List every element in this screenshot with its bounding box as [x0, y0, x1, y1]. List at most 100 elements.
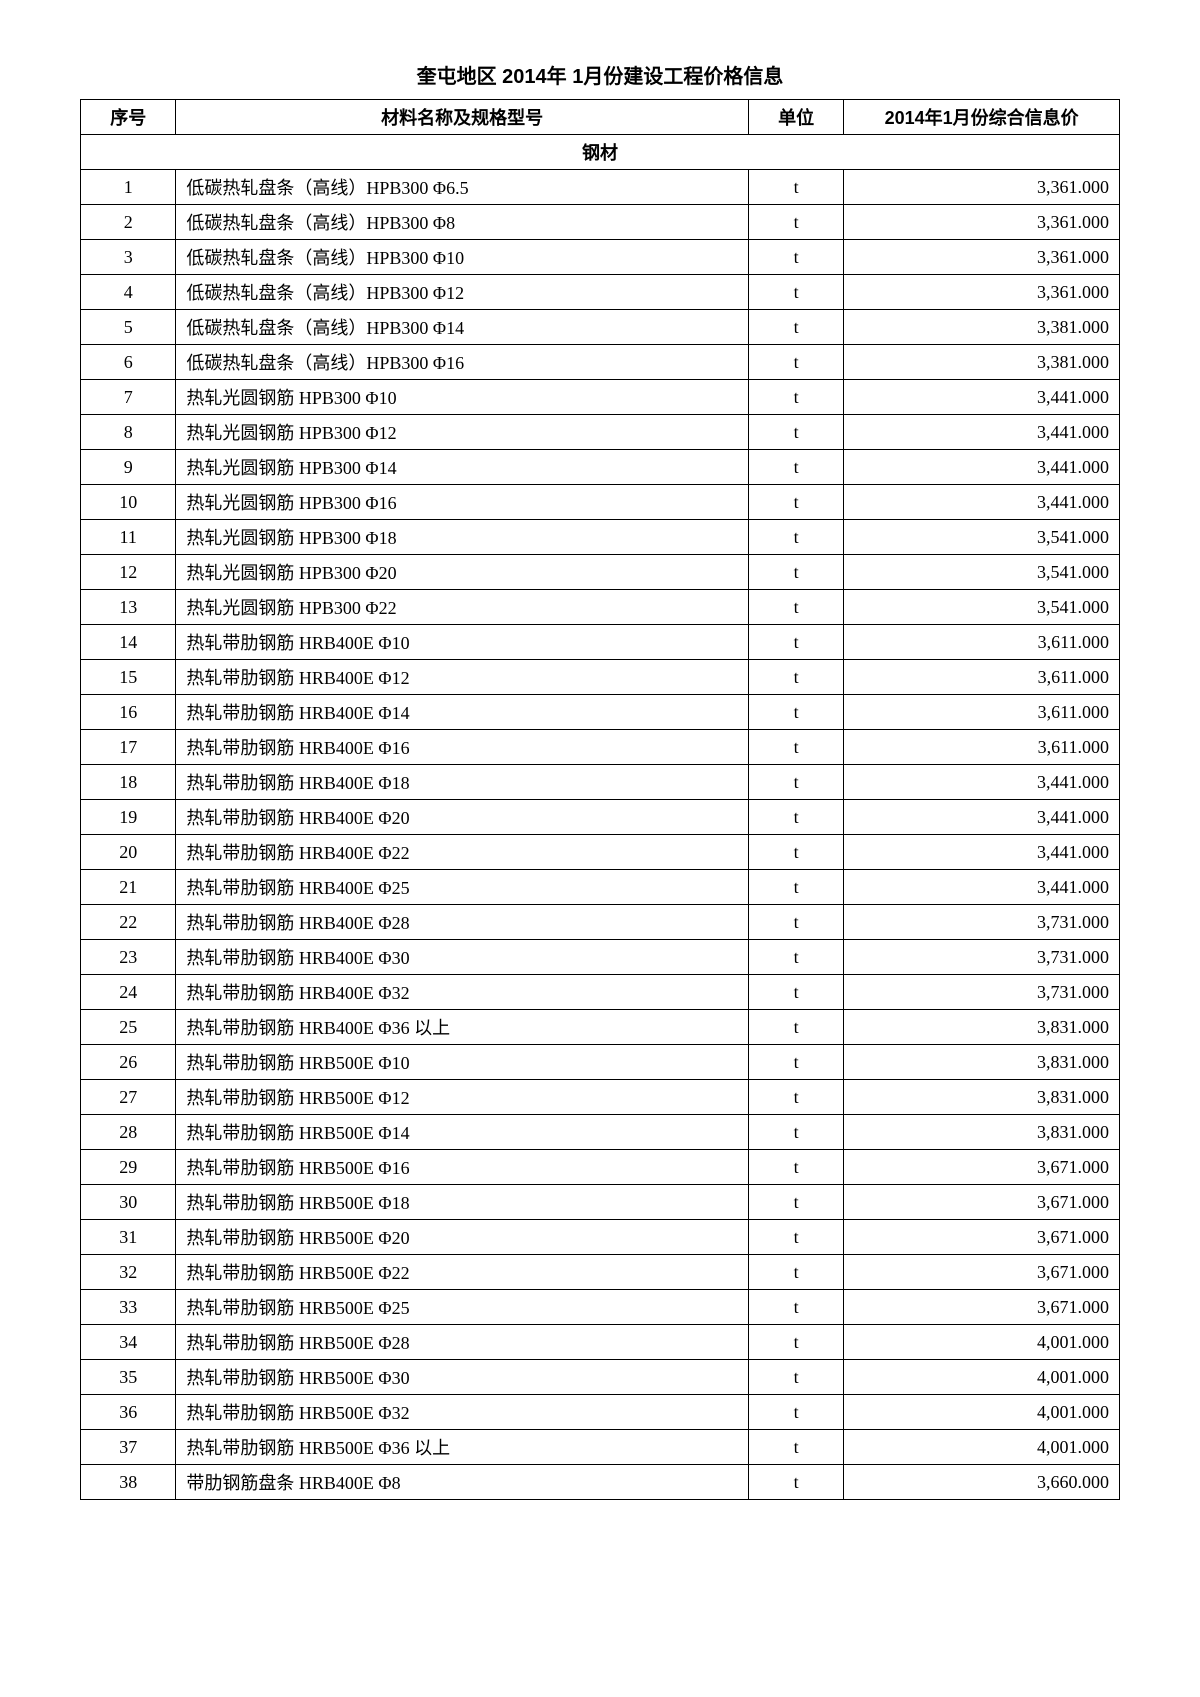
cell-seq: 8	[81, 415, 176, 450]
cell-seq: 6	[81, 345, 176, 380]
table-row: 13热轧光圆钢筋 HPB300 Φ22t3,541.000	[81, 590, 1120, 625]
cell-unit: t	[748, 835, 843, 870]
cell-unit: t	[748, 240, 843, 275]
cell-price: 3,731.000	[844, 975, 1120, 1010]
cell-seq: 23	[81, 940, 176, 975]
cell-seq: 24	[81, 975, 176, 1010]
table-header-row: 序号 材料名称及规格型号 单位 2014年1月份综合信息价	[81, 100, 1120, 135]
cell-seq: 9	[81, 450, 176, 485]
cell-unit: t	[748, 625, 843, 660]
table-row: 2低碳热轧盘条（高线）HPB300 Φ8t3,361.000	[81, 205, 1120, 240]
cell-name: 热轧带肋钢筋 HRB400E Φ32	[176, 975, 749, 1010]
cell-name: 热轧带肋钢筋 HRB500E Φ14	[176, 1115, 749, 1150]
cell-seq: 13	[81, 590, 176, 625]
cell-price: 3,441.000	[844, 415, 1120, 450]
table-row: 23热轧带肋钢筋 HRB400E Φ30t3,731.000	[81, 940, 1120, 975]
cell-unit: t	[748, 1045, 843, 1080]
cell-seq: 26	[81, 1045, 176, 1080]
section-label: 钢材	[81, 135, 1120, 170]
cell-name: 热轧光圆钢筋 HPB300 Φ20	[176, 555, 749, 590]
cell-name: 热轧带肋钢筋 HRB500E Φ20	[176, 1220, 749, 1255]
cell-seq: 33	[81, 1290, 176, 1325]
cell-price: 3,611.000	[844, 730, 1120, 765]
cell-unit: t	[748, 1115, 843, 1150]
cell-price: 3,441.000	[844, 835, 1120, 870]
cell-price: 3,441.000	[844, 800, 1120, 835]
cell-unit: t	[748, 205, 843, 240]
cell-unit: t	[748, 765, 843, 800]
cell-unit: t	[748, 975, 843, 1010]
table-row: 14热轧带肋钢筋 HRB400E Φ10t3,611.000	[81, 625, 1120, 660]
table-row: 25热轧带肋钢筋 HRB400E Φ36 以上t3,831.000	[81, 1010, 1120, 1045]
cell-price: 3,611.000	[844, 660, 1120, 695]
cell-seq: 22	[81, 905, 176, 940]
table-row: 37热轧带肋钢筋 HRB500E Φ36 以上t4,001.000	[81, 1430, 1120, 1465]
table-row: 18热轧带肋钢筋 HRB400E Φ18t3,441.000	[81, 765, 1120, 800]
cell-unit: t	[748, 1430, 843, 1465]
header-unit: 单位	[748, 100, 843, 135]
cell-unit: t	[748, 1465, 843, 1500]
cell-seq: 1	[81, 170, 176, 205]
table-row: 12热轧光圆钢筋 HPB300 Φ20t3,541.000	[81, 555, 1120, 590]
cell-seq: 11	[81, 520, 176, 555]
cell-seq: 20	[81, 835, 176, 870]
cell-name: 热轧带肋钢筋 HRB400E Φ10	[176, 625, 749, 660]
cell-name: 热轧带肋钢筋 HRB400E Φ14	[176, 695, 749, 730]
cell-unit: t	[748, 695, 843, 730]
price-table: 序号 材料名称及规格型号 单位 2014年1月份综合信息价 钢材 1低碳热轧盘条…	[80, 99, 1120, 1500]
cell-name: 热轧带肋钢筋 HRB500E Φ18	[176, 1185, 749, 1220]
cell-seq: 38	[81, 1465, 176, 1500]
cell-name: 热轧带肋钢筋 HRB500E Φ28	[176, 1325, 749, 1360]
cell-unit: t	[748, 940, 843, 975]
cell-price: 3,441.000	[844, 450, 1120, 485]
cell-price: 3,731.000	[844, 905, 1120, 940]
cell-price: 3,611.000	[844, 695, 1120, 730]
cell-price: 3,381.000	[844, 345, 1120, 380]
cell-unit: t	[748, 275, 843, 310]
cell-price: 3,671.000	[844, 1290, 1120, 1325]
cell-price: 3,671.000	[844, 1185, 1120, 1220]
table-row: 28热轧带肋钢筋 HRB500E Φ14t3,831.000	[81, 1115, 1120, 1150]
table-row: 26热轧带肋钢筋 HRB500E Φ10t3,831.000	[81, 1045, 1120, 1080]
cell-name: 热轧带肋钢筋 HRB400E Φ22	[176, 835, 749, 870]
cell-name: 低碳热轧盘条（高线）HPB300 Φ14	[176, 310, 749, 345]
cell-seq: 7	[81, 380, 176, 415]
table-row: 5低碳热轧盘条（高线）HPB300 Φ14t3,381.000	[81, 310, 1120, 345]
cell-seq: 12	[81, 555, 176, 590]
cell-name: 热轧带肋钢筋 HRB500E Φ16	[176, 1150, 749, 1185]
header-seq: 序号	[81, 100, 176, 135]
cell-name: 热轧带肋钢筋 HRB500E Φ32	[176, 1395, 749, 1430]
cell-name: 带肋钢筋盘条 HRB400E Φ8	[176, 1465, 749, 1500]
cell-name: 低碳热轧盘条（高线）HPB300 Φ6.5	[176, 170, 749, 205]
cell-seq: 34	[81, 1325, 176, 1360]
cell-seq: 18	[81, 765, 176, 800]
cell-price: 3,671.000	[844, 1220, 1120, 1255]
cell-price: 3,731.000	[844, 940, 1120, 975]
table-row: 15热轧带肋钢筋 HRB400E Φ12t3,611.000	[81, 660, 1120, 695]
cell-unit: t	[748, 1395, 843, 1430]
cell-price: 4,001.000	[844, 1395, 1120, 1430]
cell-price: 3,671.000	[844, 1150, 1120, 1185]
cell-seq: 35	[81, 1360, 176, 1395]
table-row: 19热轧带肋钢筋 HRB400E Φ20t3,441.000	[81, 800, 1120, 835]
cell-seq: 27	[81, 1080, 176, 1115]
cell-unit: t	[748, 1080, 843, 1115]
cell-name: 热轧带肋钢筋 HRB400E Φ30	[176, 940, 749, 975]
table-row: 9热轧光圆钢筋 HPB300 Φ14t3,441.000	[81, 450, 1120, 485]
table-row: 38带肋钢筋盘条 HRB400E Φ8t3,660.000	[81, 1465, 1120, 1500]
cell-seq: 21	[81, 870, 176, 905]
cell-price: 3,361.000	[844, 205, 1120, 240]
table-row: 3低碳热轧盘条（高线）HPB300 Φ10t3,361.000	[81, 240, 1120, 275]
cell-seq: 3	[81, 240, 176, 275]
table-row: 34热轧带肋钢筋 HRB500E Φ28t4,001.000	[81, 1325, 1120, 1360]
cell-name: 低碳热轧盘条（高线）HPB300 Φ10	[176, 240, 749, 275]
cell-unit: t	[748, 905, 843, 940]
cell-price: 3,361.000	[844, 170, 1120, 205]
cell-unit: t	[748, 380, 843, 415]
cell-name: 热轧带肋钢筋 HRB400E Φ20	[176, 800, 749, 835]
cell-seq: 37	[81, 1430, 176, 1465]
cell-price: 3,441.000	[844, 765, 1120, 800]
cell-seq: 30	[81, 1185, 176, 1220]
header-name: 材料名称及规格型号	[176, 100, 749, 135]
table-row: 7热轧光圆钢筋 HPB300 Φ10t3,441.000	[81, 380, 1120, 415]
